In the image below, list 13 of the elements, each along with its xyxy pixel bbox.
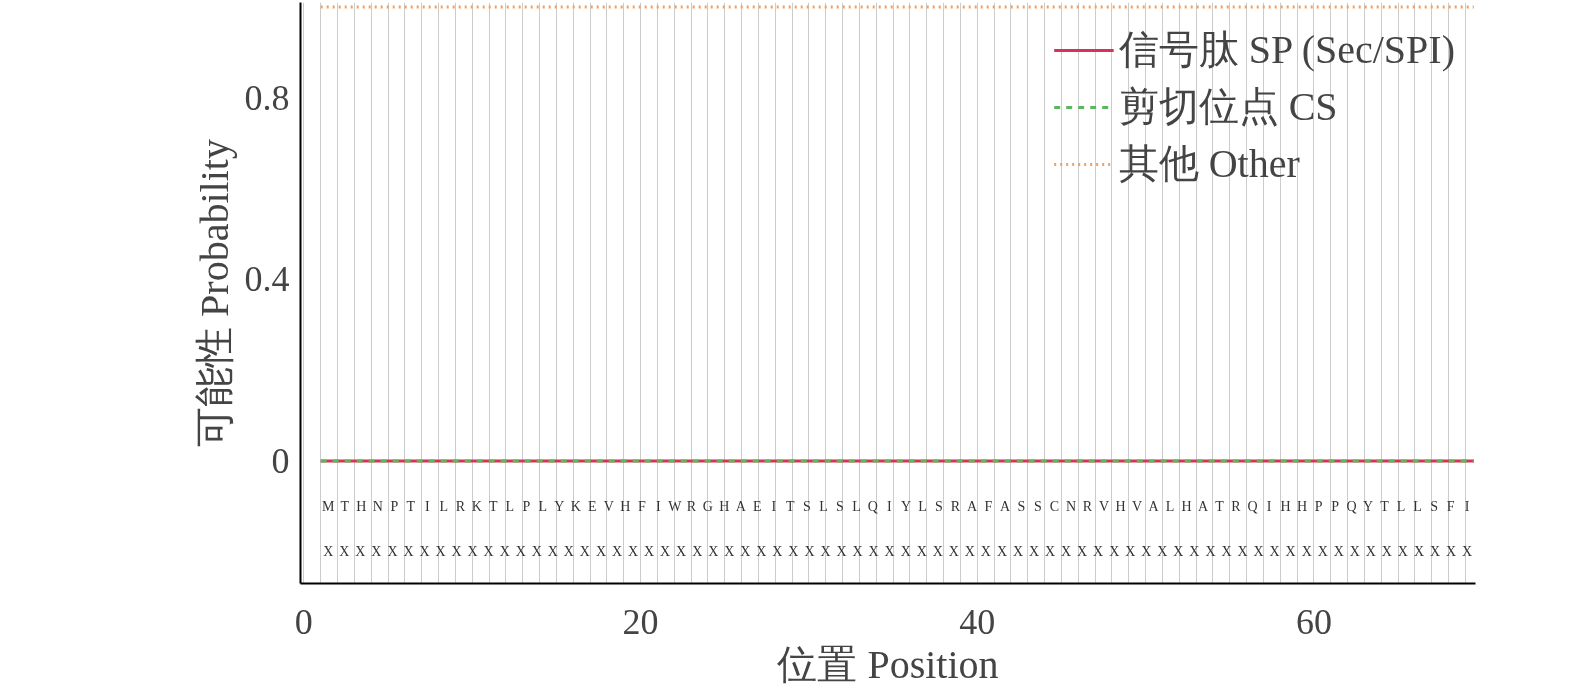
legend-label: 剪切位点 CS (1118, 83, 1338, 131)
text: X X X X X X X X X X X X X X X X X X X X X X X X X X X X X X X X X X X X X X X X X X X X X X X X X X X X X X X X X X X X X X X X X X X X X X X X (323, 544, 1473, 560)
y-tick-label: 0.4 (244, 259, 290, 300)
x-tick-label: 20 (622, 601, 659, 642)
y-tick-label: 0.8 (244, 77, 290, 118)
text: M T H N P T I L R K T L P L Y K E V H F I W R G H A E I T S L S L Q I Y L S R A F A S S C N R V H V A L H A T R Q I H H P P Q Y T L L S F I (322, 498, 1470, 514)
y-tick-label: 0 (271, 440, 290, 481)
x-axis-title: 位置 Position (777, 641, 999, 687)
legend-label: 信号肽 SP (Sec/SPI) (1118, 26, 1455, 74)
x-tick-label: 60 (1295, 601, 1332, 642)
y-axis-title: 可能性 Probability (191, 139, 237, 447)
legend-label: 其他 Other (1118, 140, 1300, 188)
x-tick-label: 40 (959, 601, 996, 642)
